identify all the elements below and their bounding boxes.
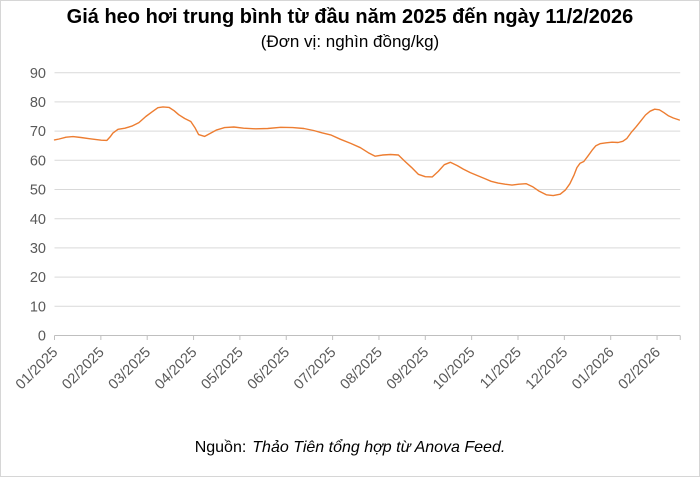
chart-title: Giá heo hơi trung bình từ đầu năm 2025 đ… — [66, 6, 634, 28]
y-tick-label-90: 90 — [30, 66, 46, 82]
y-tick-label-80: 80 — [30, 95, 46, 111]
x-tick-label-09/2025: 09/2025 — [384, 345, 432, 393]
y-tick-label-50: 50 — [30, 183, 46, 199]
x-tick-label-10/2025: 10/2025 — [430, 345, 478, 393]
x-tick-label-06/2025: 06/2025 — [245, 345, 293, 393]
x-tick-label-05/2025: 05/2025 — [198, 345, 246, 393]
x-tick-label-01/2025: 01/2025 — [13, 345, 61, 393]
x-tick-label-02/2025: 02/2025 — [59, 345, 107, 393]
chart-source: Nguồn: Thảo Tiên tổng hợp từ Anova Feed. — [1, 439, 699, 457]
x-tick-label-11/2025: 11/2025 — [477, 345, 525, 393]
chart-subtitle: (Đơn vị: nghìn đồng/kg) — [260, 32, 440, 51]
x-tick-label-03/2025: 03/2025 — [106, 345, 154, 393]
y-tick-label-30: 30 — [30, 241, 46, 257]
x-tick-label-08/2025: 08/2025 — [337, 345, 385, 393]
y-tick-label-20: 20 — [30, 270, 46, 286]
x-tick-label-07/2025: 07/2025 — [291, 345, 339, 393]
y-tick-label-70: 70 — [30, 124, 46, 140]
x-tick-label-04/2025: 04/2025 — [152, 345, 200, 393]
x-tick-label-12/2025: 12/2025 — [523, 345, 571, 393]
x-tick-label-02/2026: 02/2026 — [615, 345, 663, 393]
source-prefix: Nguồn: — [194, 439, 247, 456]
y-tick-label-40: 40 — [30, 212, 46, 228]
y-tick-label-0: 0 — [38, 329, 46, 345]
y-tick-label-60: 60 — [30, 153, 46, 169]
x-tick-label-01/2026: 01/2026 — [569, 345, 617, 393]
price-line-series-0 — [53, 106, 680, 197]
source-text: Thảo Tiên tổng hợp từ Anova Feed. — [252, 439, 506, 456]
y-tick-label-10: 10 — [30, 299, 46, 315]
